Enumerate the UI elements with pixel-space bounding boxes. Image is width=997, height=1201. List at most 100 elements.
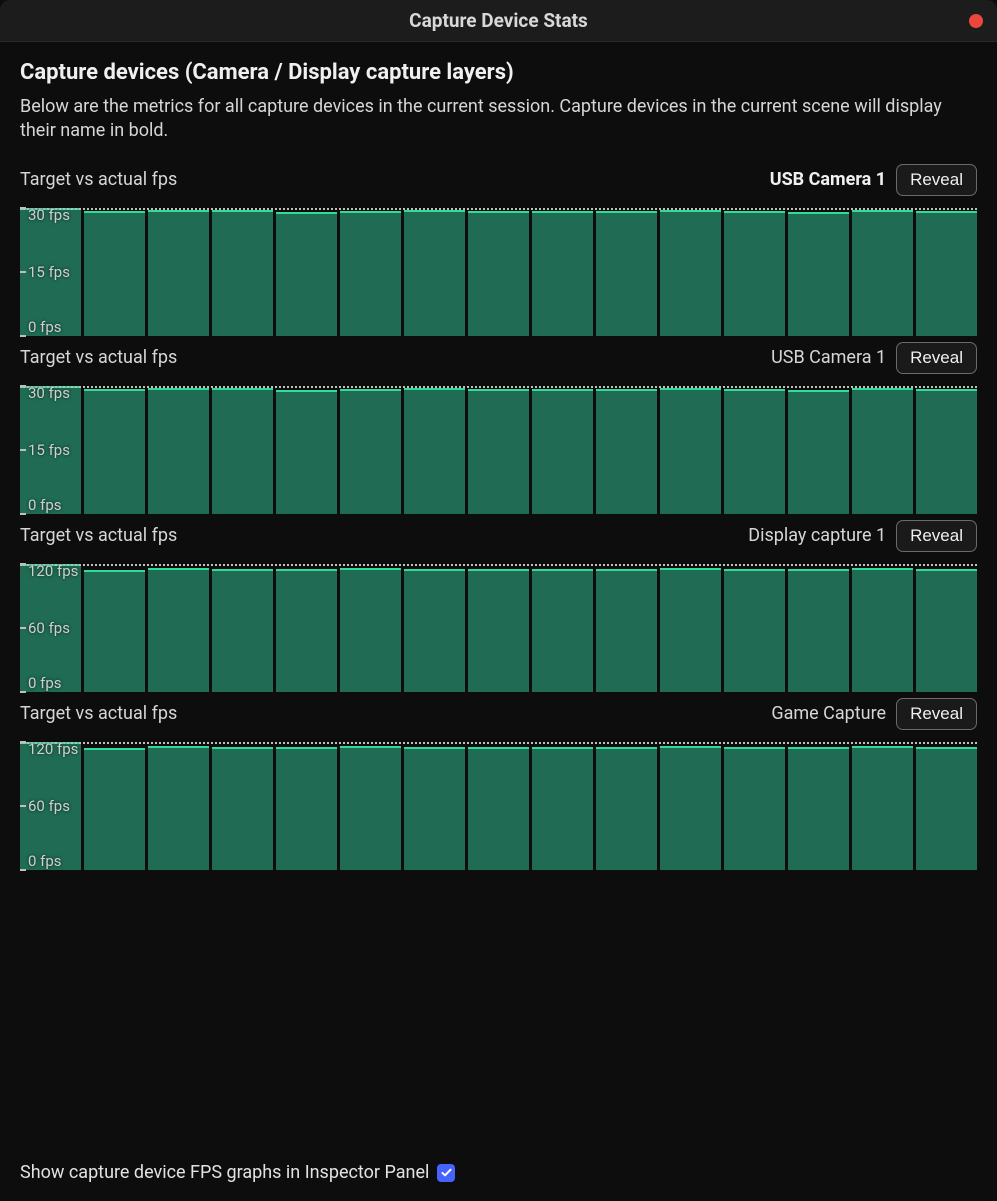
bar (468, 569, 529, 692)
bar (468, 747, 529, 870)
y-tick (20, 805, 26, 807)
bar (404, 747, 465, 870)
bar (148, 388, 209, 513)
bars (20, 742, 977, 870)
bar (596, 569, 657, 692)
fps-chart: 30 fps15 fps0 fps (20, 208, 977, 336)
device-block: Target vs actual fpsUSB Camera 1Reveal 30… (20, 336, 977, 514)
bar (788, 212, 849, 336)
bar (276, 747, 337, 870)
bar (404, 569, 465, 692)
y-tick (20, 691, 26, 693)
y-tick (20, 869, 26, 871)
device-block: Target vs actual fps Game Capture Reveal 12… (20, 692, 977, 870)
reveal-button[interactable]: Reveal (896, 342, 977, 374)
bar (84, 570, 145, 692)
fps-chart: 30 fps 15 fps 0 fps (20, 386, 977, 514)
bar (84, 748, 145, 870)
bar (916, 569, 977, 692)
bar (724, 389, 785, 514)
y-tick (20, 385, 26, 387)
chart-label: Target vs actual fps (20, 169, 177, 190)
show-fps-checkbox[interactable] (437, 1164, 455, 1182)
bar (724, 747, 785, 870)
bar (340, 389, 401, 514)
y-tick (20, 513, 26, 515)
device-block: Target vs actual fpsDisplay capture 1Rev… (20, 514, 977, 692)
footer-row: Show capture device FPS graphs in Inspec… (20, 1162, 455, 1183)
bar (148, 568, 209, 692)
bar (212, 388, 273, 513)
bar (852, 388, 913, 514)
bar (852, 746, 913, 870)
bar (788, 569, 849, 692)
device-name: USB Camera 1 (770, 169, 886, 190)
bar (660, 568, 721, 692)
bar (468, 389, 529, 514)
bar (724, 569, 785, 692)
bar (660, 746, 721, 870)
bar (852, 210, 913, 336)
device-header: Target vs actual fps USB Camera 1 Reveal (20, 158, 977, 202)
device-header: Target vs actual fps Game Capture Reveal (20, 692, 977, 736)
bars (20, 208, 977, 336)
bar (788, 390, 849, 514)
bar (532, 211, 593, 336)
bar (596, 389, 657, 514)
y-tick (20, 207, 26, 209)
bar (212, 569, 273, 692)
bar (724, 211, 785, 336)
bars (20, 564, 977, 692)
bar (596, 211, 657, 336)
device-header: Target vs actual fpsDisplay capture 1Rev… (20, 514, 977, 558)
y-axis-label: 0 fps (28, 496, 62, 514)
y-tick (20, 449, 26, 451)
reveal-button[interactable]: Reveal (896, 164, 977, 196)
y-axis-label: 15 fps (28, 441, 70, 459)
bar (148, 210, 209, 335)
panel-body: Capture devices (Camera / Display captur… (0, 42, 997, 1201)
y-tick (20, 271, 26, 273)
section-description: Below are the metrics for all capture de… (20, 95, 977, 144)
bar (852, 568, 913, 692)
y-axis-label: 120 fps (28, 562, 78, 580)
y-tick (20, 335, 26, 337)
device-name: Game Capture (771, 703, 886, 724)
window-title: Capture Device Stats (409, 9, 588, 32)
bar (340, 211, 401, 336)
reveal-button[interactable]: Reveal (896, 520, 977, 552)
y-axis-label: 30 fps (28, 384, 70, 402)
device-block: Target vs actual fpsUSB Camera 1Reveal30… (20, 158, 977, 336)
y-axis-label: 0 fps (28, 852, 62, 870)
bar (404, 210, 465, 335)
reveal-button[interactable]: Reveal (896, 698, 977, 730)
bar (276, 569, 337, 692)
bar (596, 747, 657, 870)
target-line (20, 386, 977, 388)
bar (148, 746, 209, 870)
titlebar: Capture Device Stats (0, 0, 997, 42)
target-line (20, 564, 977, 566)
y-axis-label: 0 fps (28, 318, 62, 336)
bar (84, 211, 145, 336)
device-header: Target vs actual fpsUSB Camera 1Reveal (20, 336, 977, 380)
y-axis-label: 60 fps (28, 797, 70, 815)
y-tick (20, 563, 26, 565)
chart-label: Target vs actual fps (20, 347, 177, 368)
bar (532, 569, 593, 692)
bar (660, 388, 721, 514)
y-axis-label: 120 fps (28, 740, 78, 758)
devices-list: Target vs actual fps USB Camera 1 Reveal 30… (20, 158, 977, 870)
chart-label: Target vs actual fps (20, 703, 177, 724)
bars (20, 386, 977, 514)
target-line (20, 208, 977, 210)
bar (212, 210, 273, 335)
bar (84, 389, 145, 514)
close-icon[interactable] (969, 14, 983, 28)
fps-chart: 120 fps 60 fps 0 fps (20, 742, 977, 870)
check-icon (440, 1166, 453, 1179)
y-axis-label: 15 fps (28, 263, 70, 281)
bar (916, 389, 977, 514)
bar (916, 211, 977, 336)
bar (532, 747, 593, 870)
